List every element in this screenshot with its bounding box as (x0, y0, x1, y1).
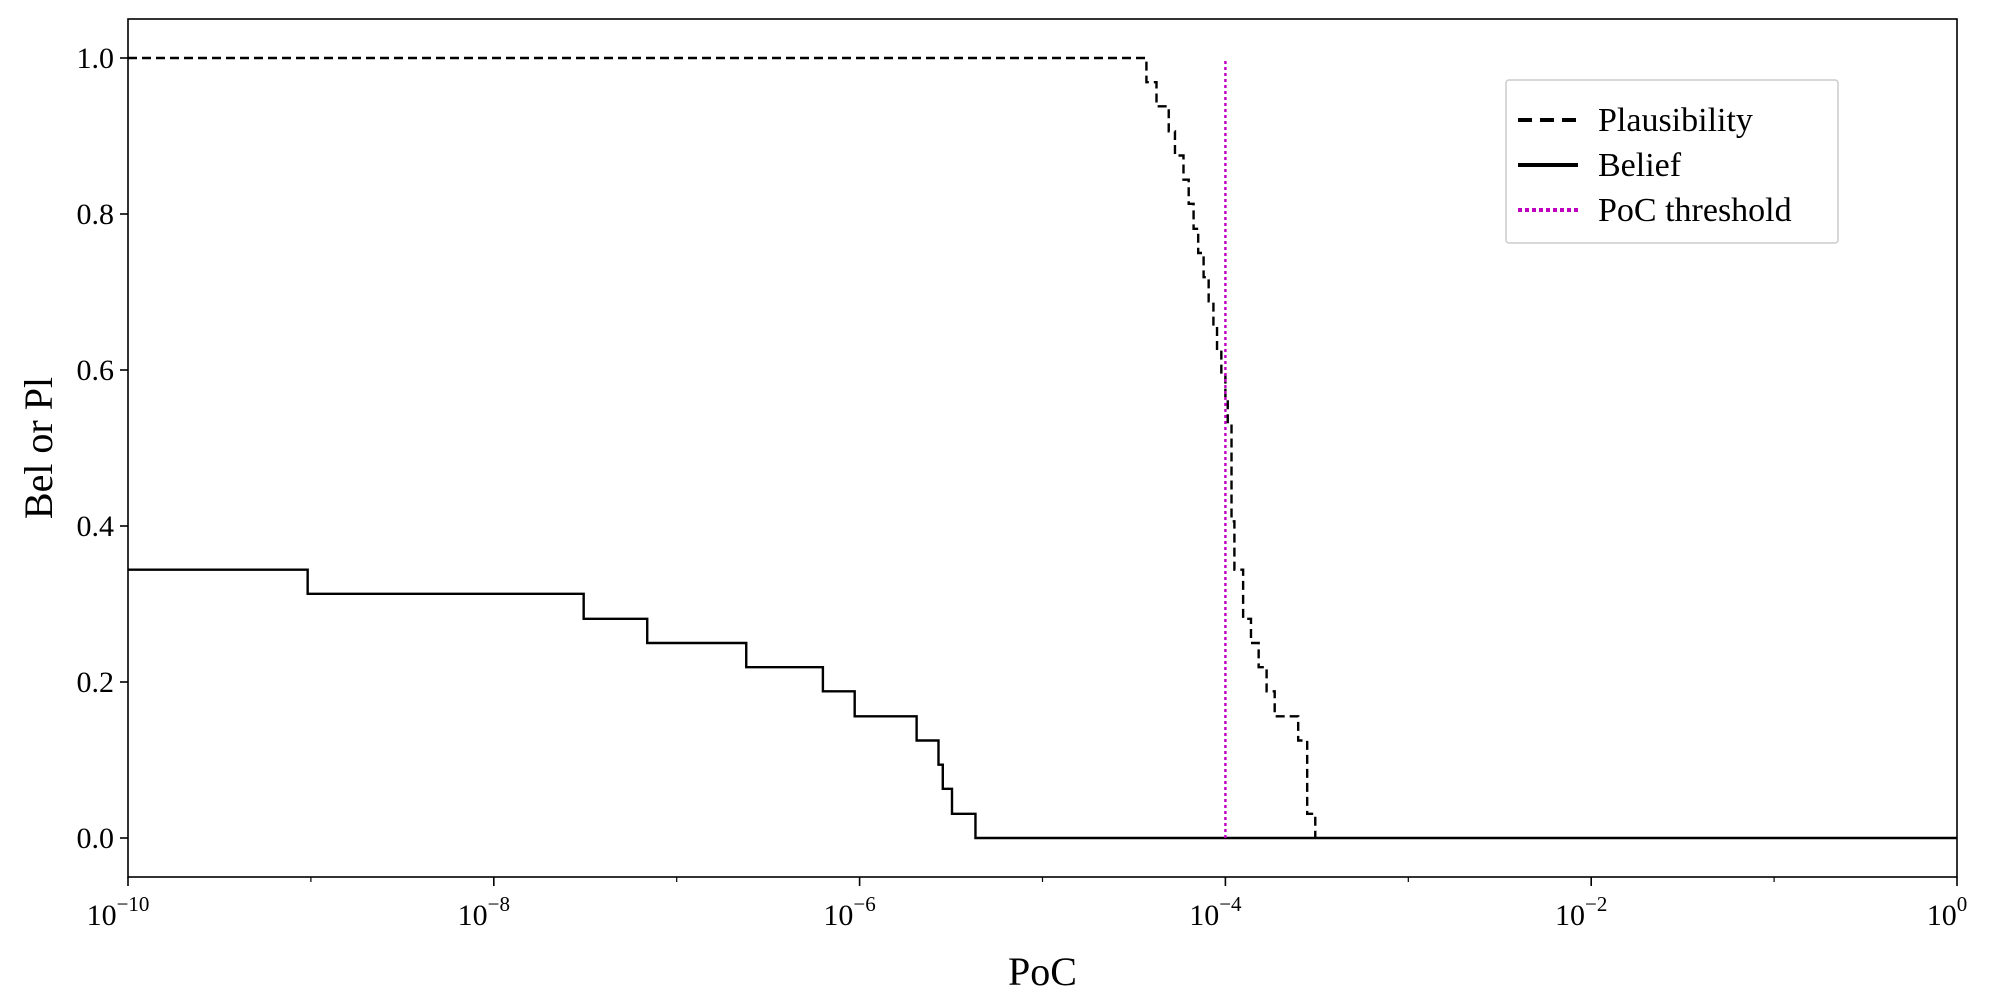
series-layer (128, 56, 1957, 840)
x-tick-label: 10−8 (458, 892, 510, 932)
series-plausibility (128, 56, 1317, 838)
legend: Plausibility Belief PoC threshold (1505, 79, 1839, 244)
legend-entry-belief: Belief (1598, 147, 1682, 184)
y-tick-label: 0.4 (77, 510, 115, 543)
y-tick-label: 0.0 (77, 822, 115, 855)
y-tick-label: 1.0 (77, 42, 115, 75)
x-tick-label: 10−10 (87, 892, 150, 932)
y-tick-label: 0.8 (77, 198, 115, 231)
x-tick-label: 10−4 (1189, 892, 1242, 932)
y-tick-label: 0.2 (77, 666, 115, 699)
x-axis-title: PoC (1008, 949, 1077, 994)
legend-entry-poc-threshold: PoC threshold (1598, 192, 1792, 229)
legend-box (1505, 79, 1839, 244)
series-belief (128, 568, 1957, 840)
x-tick-label: 10−2 (1555, 892, 1607, 932)
legend-entry-plausibility: Plausibility (1598, 102, 1753, 139)
x-tick-label: 100 (1927, 892, 1968, 932)
y-tick-label: 0.6 (77, 354, 115, 387)
x-tick-label: 10−6 (823, 892, 875, 932)
axis-ticks: 0.0 0.2 0.4 0.6 0.8 1.0 10−10 10−8 10−6 10−4 10−2 1… (77, 42, 1968, 932)
y-axis-title: Bel or Pl (16, 377, 61, 519)
